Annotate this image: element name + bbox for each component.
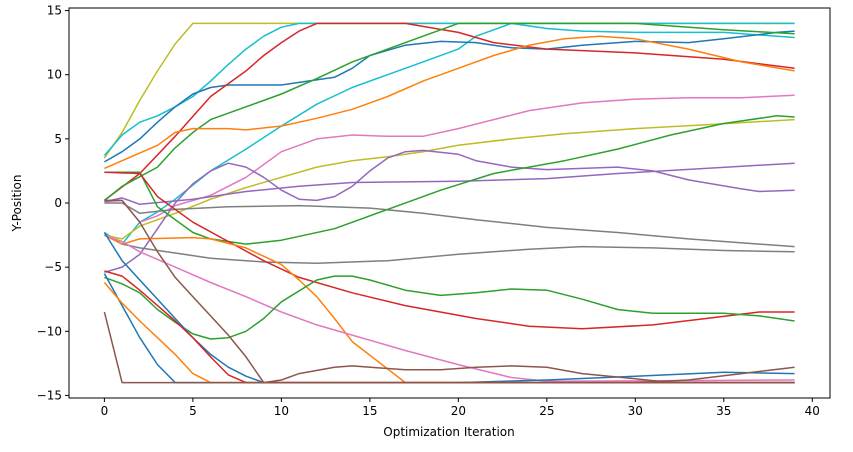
series-line-22: [104, 270, 795, 384]
series-line-18: [104, 275, 795, 340]
x-tick-label: 10: [274, 404, 289, 418]
x-tick-label: 40: [805, 404, 820, 418]
series-line-1: [103, 22, 795, 159]
series-line-17: [104, 234, 795, 383]
series-line-8: [104, 94, 795, 223]
series-line-6: [103, 22, 795, 201]
series-line-9: [104, 118, 795, 240]
x-tick-label: 15: [362, 404, 377, 418]
series-line-11: [104, 149, 795, 274]
x-tick-label: 25: [539, 404, 554, 418]
series-line-24: [104, 199, 795, 384]
x-axis: 0 5 10 15 20 25 30 35 40: [101, 398, 820, 418]
series-lines: [103, 22, 795, 384]
series-line-14: [104, 115, 795, 245]
y-tick-label: 10: [47, 68, 62, 82]
x-tick-label: 35: [716, 404, 731, 418]
series-line-23: [103, 311, 795, 384]
y-tick-label: −15: [37, 388, 62, 402]
series-line-19: [103, 232, 795, 384]
series-line-13: [104, 234, 795, 265]
x-tick-label: 20: [451, 404, 466, 418]
series-line-21: [103, 282, 795, 384]
y-axis: −15 −10 −5 0 5 10 15: [37, 4, 69, 402]
series-line-5: [103, 22, 795, 201]
y-tick-label: −10: [37, 324, 62, 338]
y-axis-label: Y-Position: [10, 175, 24, 233]
y-tick-label: 5: [54, 132, 62, 146]
series-line-12: [104, 202, 795, 248]
series-line-16: [104, 234, 795, 384]
series-line-7: [104, 35, 795, 170]
x-tick-label: 0: [101, 404, 109, 418]
series-line-10: [104, 162, 795, 206]
x-axis-label: Optimization Iteration: [383, 425, 514, 439]
y-tick-label: 0: [54, 196, 62, 210]
series-line-20: [103, 273, 795, 384]
series-line-25: [635, 366, 795, 384]
y-tick-label: −5: [44, 260, 62, 274]
series-line-4: [104, 30, 795, 163]
x-tick-label: 30: [628, 404, 643, 418]
x-tick-label: 5: [189, 404, 197, 418]
series-line-15: [104, 171, 795, 330]
y-tick-label: 15: [47, 4, 62, 18]
series-line-2: [103, 22, 795, 156]
